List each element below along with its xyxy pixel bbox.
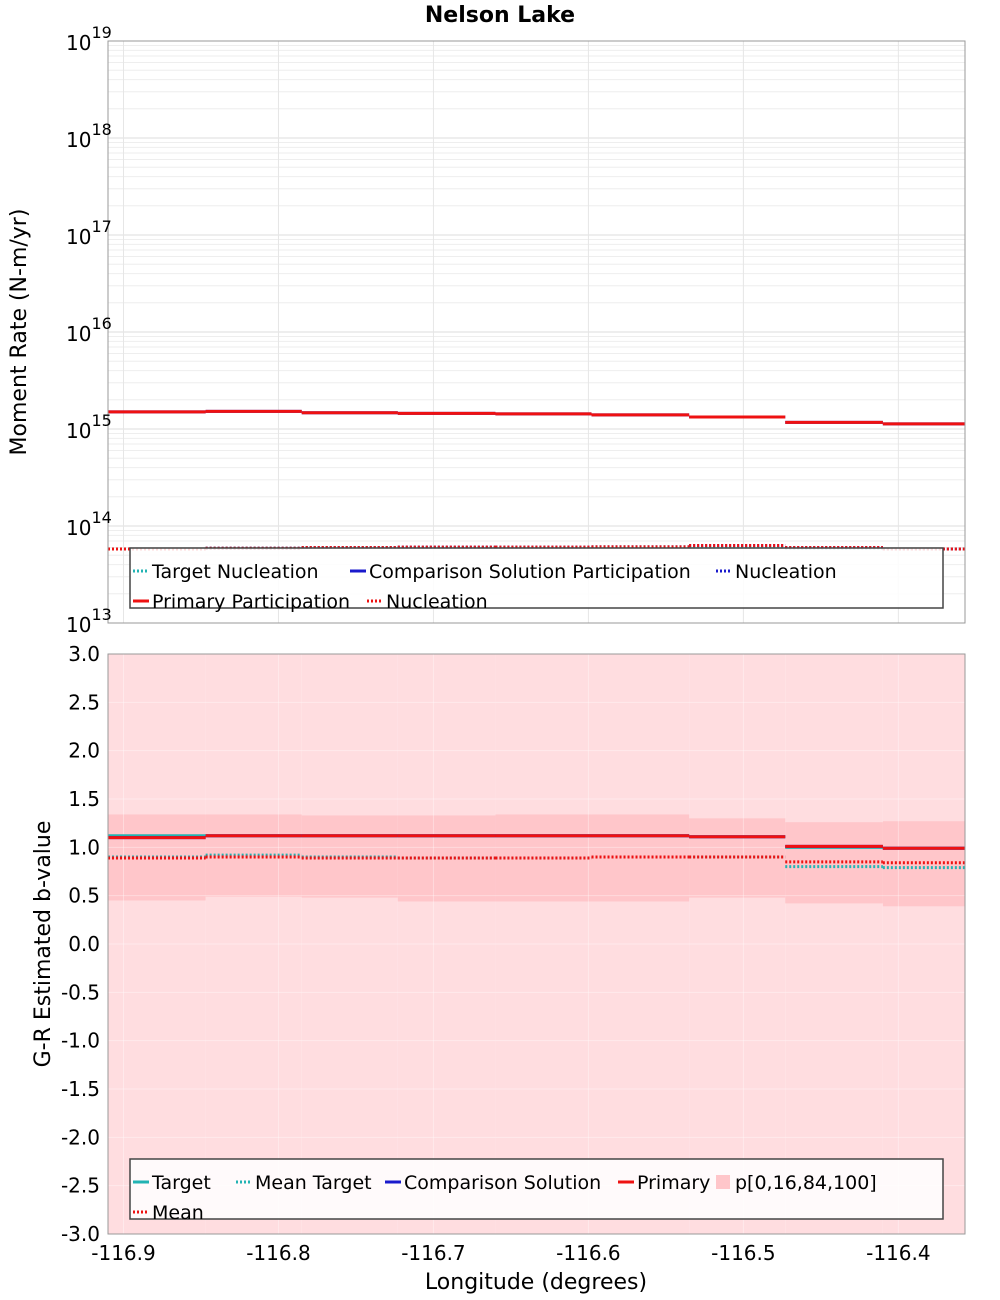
top-y-axis-label: Moment Rate (N-m/yr) bbox=[7, 209, 32, 456]
bottom-y-tick-label: 2.5 bbox=[68, 690, 100, 714]
top-y-tick-label: 1015 bbox=[66, 411, 112, 443]
bottom-y-tick-label: 3.0 bbox=[68, 642, 100, 666]
band-outer bbox=[591, 654, 690, 1234]
legend-label: Mean Target bbox=[255, 1172, 372, 1194]
bottom-y-tick-label: -0.5 bbox=[61, 980, 100, 1004]
band-outer bbox=[108, 654, 206, 1234]
legend-label: Mean bbox=[152, 1202, 204, 1224]
bottom-series bbox=[108, 834, 965, 870]
legend-label: Nucleation bbox=[386, 591, 488, 613]
legend-label: Comparison Solution bbox=[404, 1172, 601, 1194]
top-plot-frame bbox=[107, 40, 966, 624]
bottom-x-ticks: -116.9 -116.8 -116.7 -116.6 -116.5 -116.4 bbox=[91, 1241, 930, 1265]
top-y-tick-label: 1016 bbox=[66, 314, 112, 346]
bottom-y-tick-label: -2.0 bbox=[61, 1125, 100, 1149]
bottom-y-tick-label: -1.5 bbox=[61, 1077, 100, 1101]
band-outer bbox=[882, 654, 965, 1234]
band-outer bbox=[689, 654, 786, 1234]
x-tick-label: -116.5 bbox=[711, 1241, 775, 1265]
legend-label: Nucleation bbox=[735, 561, 837, 583]
legend-box bbox=[129, 547, 944, 609]
band-outer bbox=[785, 654, 883, 1234]
band-outer bbox=[397, 654, 496, 1234]
legend-label: Primary Participation bbox=[152, 591, 350, 613]
top-y-tick-label: 1017 bbox=[66, 217, 112, 249]
bottom-legend: Target Mean Target Comparison Solution Prim… bbox=[129, 1158, 944, 1224]
x-axis-label: Longitude (degrees) bbox=[425, 1270, 647, 1295]
bottom-y-tick-label: 0.5 bbox=[68, 884, 100, 908]
legend-label: Comparison Solution Participation bbox=[369, 561, 691, 583]
bottom-plot-frame bbox=[107, 653, 966, 1235]
chart-title: Nelson Lake bbox=[425, 3, 575, 28]
x-tick-label: -116.6 bbox=[556, 1241, 620, 1265]
top-y-tick-label: 1019 bbox=[66, 23, 112, 55]
legend-label: Target Nucleation bbox=[151, 561, 319, 583]
legend-label: p[0,16,84,100] bbox=[735, 1172, 877, 1194]
x-tick-label: -116.4 bbox=[866, 1241, 930, 1265]
legend-label: Primary bbox=[637, 1172, 710, 1194]
b-value-panel: 3.0 2.5 2.0 1.5 1.0 0.5 0.0 -0.5 -1.0 -1.5 -2.0 -2.… bbox=[31, 642, 966, 1295]
top-legend: Target Nucleation Comparison Solution Par… bbox=[129, 547, 944, 613]
bottom-y-tick-label: -2.5 bbox=[61, 1174, 100, 1198]
band-outer bbox=[205, 654, 302, 1234]
x-tick-label: -116.9 bbox=[91, 1241, 155, 1265]
bottom-y-tick-label: -1.0 bbox=[61, 1029, 100, 1053]
bottom-y-axis-label: G-R Estimated b-value bbox=[31, 821, 56, 1068]
legend-label: Target bbox=[151, 1172, 211, 1194]
x-tick-label: -116.7 bbox=[401, 1241, 465, 1265]
top-y-tick-label: 1018 bbox=[66, 120, 112, 152]
legend-swatch bbox=[716, 1175, 730, 1189]
bottom-y-tick-label: 1.5 bbox=[68, 787, 100, 811]
moment-rate-panel: 1013 1014 1015 1016 1017 1018 1019 Moment Rate… bbox=[7, 23, 966, 637]
legend-box bbox=[129, 1158, 944, 1220]
top-y-tick-label: 1014 bbox=[66, 508, 112, 540]
band-outer bbox=[301, 654, 398, 1234]
bottom-y-tick-label: 2.0 bbox=[68, 739, 100, 763]
x-tick-label: -116.8 bbox=[246, 1241, 310, 1265]
bottom-y-ticks: 3.0 2.5 2.0 1.5 1.0 0.5 0.0 -0.5 -1.0 -1.5 -2.0 -2.… bbox=[61, 642, 100, 1246]
top-y-tick-label: 1013 bbox=[66, 605, 112, 637]
bottom-y-tick-label: 0.0 bbox=[68, 932, 100, 956]
bottom-bands bbox=[108, 654, 965, 1234]
bottom-y-tick-label: 1.0 bbox=[68, 835, 100, 859]
band-outer bbox=[495, 654, 592, 1234]
bottom-y-tick-label: -3.0 bbox=[61, 1222, 100, 1246]
top-y-ticks: 1013 1014 1015 1016 1017 1018 1019 bbox=[66, 23, 112, 637]
